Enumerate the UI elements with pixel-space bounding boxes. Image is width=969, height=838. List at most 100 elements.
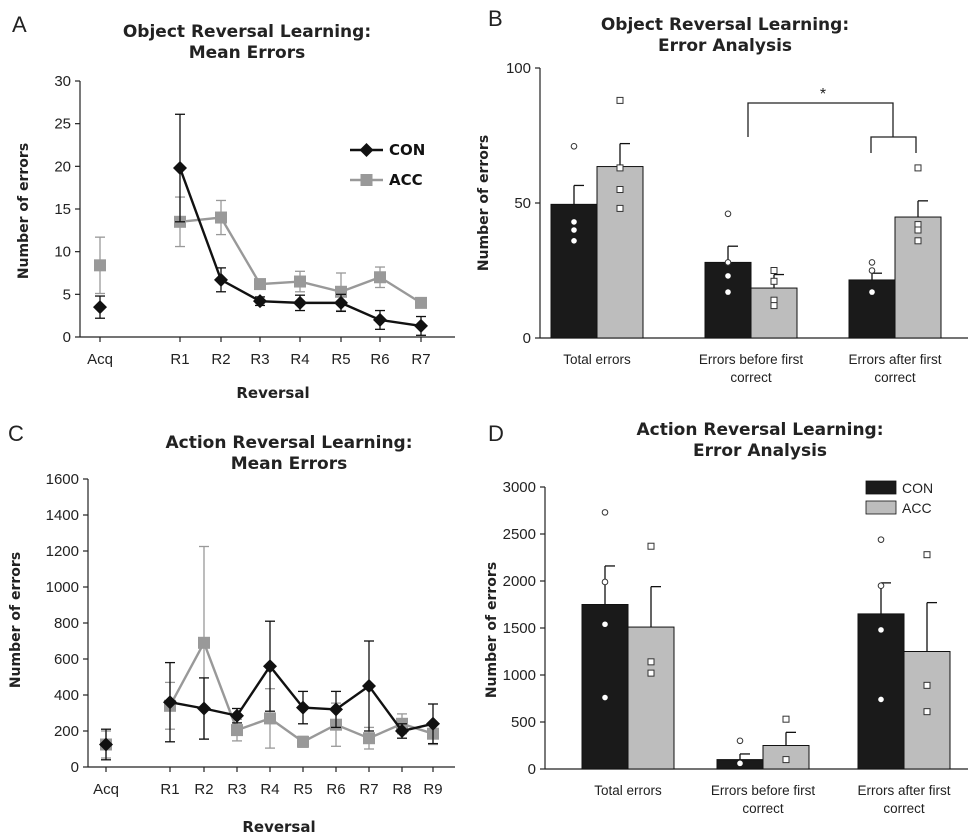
a-acc-point bbox=[215, 211, 227, 224]
a-x-tick-label: R7 bbox=[411, 351, 430, 368]
d-x-category-label: correct bbox=[883, 801, 925, 816]
c-con-series-line bbox=[169, 664, 434, 733]
c-acc-point bbox=[198, 636, 210, 649]
b-y-tick-label: 0 bbox=[523, 330, 531, 347]
d-acc-individual-point bbox=[923, 551, 931, 559]
panel-c-title-line2: Mean Errors bbox=[231, 454, 348, 474]
panel-d: D Action Reversal Learning: Error Analys… bbox=[484, 420, 968, 816]
d-y-tick-label: 1500 bbox=[503, 620, 536, 637]
d-bar-con bbox=[581, 604, 629, 770]
d-bar-con bbox=[857, 613, 905, 770]
panel-a: A Object Reversal Learning: Mean Errors … bbox=[12, 12, 455, 402]
d-con-individual-point bbox=[877, 536, 885, 543]
a-legend-marker-acc bbox=[360, 174, 373, 186]
b-bar-acc bbox=[750, 287, 798, 339]
b-con-individual-point bbox=[571, 238, 577, 244]
significance-star: * bbox=[820, 86, 826, 103]
panel-d-y-axis-label: Number of errors bbox=[484, 562, 500, 698]
a-acc-point bbox=[374, 271, 386, 284]
d-con-individual-point bbox=[878, 627, 884, 633]
d-legend-label-con: CON bbox=[902, 480, 933, 496]
a-x-tick-label: R3 bbox=[250, 351, 269, 368]
c-con-point bbox=[163, 695, 177, 710]
a-x-tick-label: R6 bbox=[370, 351, 389, 368]
panel-c-y-axis-label: Number of errors bbox=[8, 552, 24, 688]
a-y-tick-label: 20 bbox=[54, 158, 71, 175]
c-x-tick-label: R8 bbox=[392, 781, 411, 798]
panel-a-title-line2: Mean Errors bbox=[189, 43, 306, 63]
b-acc-individual-point bbox=[770, 267, 778, 274]
b-acc-individual-point bbox=[616, 186, 624, 193]
b-y-tick-label: 50 bbox=[514, 195, 531, 212]
panel-d-title-line1: Action Reversal Learning: bbox=[636, 420, 883, 440]
b-acc-individual-point bbox=[770, 302, 778, 310]
d-acc-individual-point bbox=[923, 708, 931, 716]
c-acc-point bbox=[363, 732, 375, 745]
b-bar-acc bbox=[596, 166, 644, 339]
c-x-tick-label: R6 bbox=[326, 781, 345, 798]
b-x-category-label: Total errors bbox=[563, 352, 631, 367]
panel-c: C Action Reversal Learning: Mean Errors … bbox=[8, 421, 455, 836]
d-con-individual-point bbox=[737, 760, 743, 767]
panel-label-b: B bbox=[488, 6, 503, 31]
a-con-point bbox=[293, 295, 307, 310]
c-x-tick-label: R4 bbox=[260, 781, 279, 798]
panel-a-y-axis-label: Number of errors bbox=[16, 143, 32, 279]
c-con-point bbox=[197, 701, 211, 716]
c-x-tick-label: R9 bbox=[423, 781, 442, 798]
a-con-point bbox=[334, 295, 348, 310]
d-con-individual-point bbox=[602, 694, 608, 701]
d-legend-swatch-acc bbox=[865, 500, 897, 515]
a-x-tick-label: R1 bbox=[170, 351, 189, 368]
b-acc-individual-point bbox=[914, 164, 922, 172]
b-con-individual-point bbox=[725, 273, 731, 279]
a-y-tick-label: 15 bbox=[54, 201, 71, 218]
d-acc-individual-point bbox=[647, 542, 655, 550]
c-y-tick-label: 1000 bbox=[46, 579, 79, 596]
b-acc-individual-point bbox=[770, 277, 778, 285]
d-y-tick-label: 500 bbox=[511, 714, 536, 731]
significance-bracket: * bbox=[747, 86, 917, 153]
c-x-tick-label: R2 bbox=[194, 781, 213, 798]
c-con-point bbox=[99, 737, 113, 752]
c-y-tick-label: 200 bbox=[54, 723, 79, 740]
a-y-tick-label: 25 bbox=[54, 116, 71, 133]
b-acc-individual-point bbox=[616, 96, 624, 104]
b-y-tick-label: 100 bbox=[506, 60, 531, 77]
panel-a-title-line1: Object Reversal Learning: bbox=[123, 22, 371, 42]
c-con-point bbox=[426, 716, 440, 731]
b-con-individual-point bbox=[571, 219, 577, 225]
panel-c-plot: 0 200 400 600 800 1000 1200 1400 1600 Acq R1 R2 R3 R4… bbox=[46, 471, 455, 798]
d-con-individual-point bbox=[736, 737, 744, 745]
b-acc-individual-point bbox=[914, 237, 922, 245]
a-acc-point bbox=[415, 296, 427, 309]
a-con-point bbox=[253, 294, 267, 309]
b-con-individual-point bbox=[868, 259, 876, 266]
c-x-tick-label: R3 bbox=[227, 781, 246, 798]
d-bar-acc bbox=[627, 626, 675, 770]
c-con-point bbox=[263, 659, 277, 674]
panel-b-y-axis-label: Number of errors bbox=[476, 135, 492, 271]
b-x-category-label: correct bbox=[730, 370, 772, 385]
c-y-tick-label: 0 bbox=[71, 759, 79, 776]
c-acc-point bbox=[264, 712, 276, 725]
a-con-point bbox=[93, 300, 107, 315]
d-x-category-label: Errors before first bbox=[711, 783, 816, 798]
a-legend-label-acc: ACC bbox=[389, 171, 423, 189]
c-x-tick-label: R1 bbox=[160, 781, 179, 798]
a-con-point bbox=[414, 318, 428, 333]
a-legend-marker-con bbox=[359, 143, 374, 157]
panel-d-title-line2: Error Analysis bbox=[693, 441, 827, 461]
b-bar-con bbox=[848, 279, 896, 339]
d-con-individual-point bbox=[602, 621, 608, 628]
c-y-tick-label: 800 bbox=[54, 615, 79, 632]
a-x-tick-label: R5 bbox=[331, 351, 350, 368]
d-con-individual-point bbox=[878, 696, 884, 703]
d-x-category-label: correct bbox=[742, 801, 784, 816]
a-acc-point bbox=[94, 259, 106, 272]
c-con-point bbox=[362, 679, 376, 693]
a-y-tick-label: 5 bbox=[63, 286, 71, 303]
b-bar-acc bbox=[894, 216, 942, 339]
a-x-tick-label: Acq bbox=[87, 351, 113, 368]
